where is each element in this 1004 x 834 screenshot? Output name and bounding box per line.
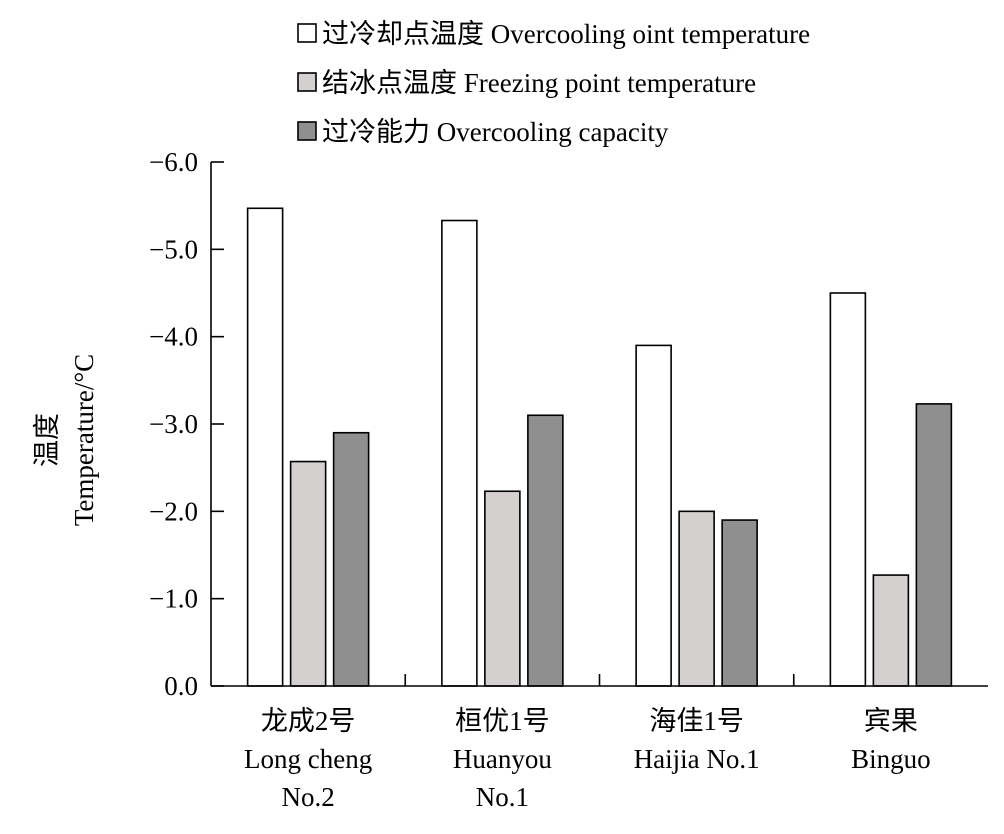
bar: [678, 510, 715, 687]
x-tick-label: Long cheng: [244, 744, 372, 774]
bar: [635, 344, 672, 687]
x-category-label: 宾果 Binguo: [851, 706, 931, 774]
x-tick-label: 海佳1号: [649, 706, 744, 736]
y-tick-label: −5.0: [149, 234, 198, 264]
bar: [915, 403, 953, 687]
x-axis-labels: 龙成2号 Long cheng No.2 桓优1号 Huanyou No.1 海佳1号 Hai…: [244, 706, 931, 812]
legend-swatch: [297, 23, 317, 43]
legend: 过冷却点温度 Overcooling oint temperature 结冰点温度…: [297, 19, 810, 147]
axes: [210, 162, 988, 687]
y-axis-label: Temperature/°C: [69, 354, 99, 526]
x-tick-label: No.2: [282, 782, 335, 812]
bar: [441, 219, 478, 687]
x-tick-label: 桓优1号: [455, 706, 550, 736]
y-tick-label: −4.0: [149, 322, 198, 352]
x-tick-label: Huanyou: [453, 744, 552, 774]
y-axis-ticks: 0.0 −1.0 −2.0 −3.0 −4.0 −5.0 −6.0: [149, 147, 224, 701]
x-tick-label: 龙成2号: [261, 706, 356, 736]
legend-swatch: [297, 121, 317, 141]
bars: [246, 207, 953, 687]
x-tick-label: 宾果: [864, 706, 918, 736]
legend-swatch: [297, 72, 317, 92]
bar: [484, 490, 521, 687]
y-tick-label: −3.0: [149, 409, 198, 439]
y-tick-label: −1.0: [149, 584, 198, 614]
x-category-label: 海佳1号 Haijia No.1: [634, 706, 760, 774]
legend-label: 结冰点温度 Freezing point temperature: [322, 68, 756, 98]
bar: [332, 431, 370, 687]
y-tick-label: −2.0: [149, 496, 198, 526]
bar: [721, 519, 758, 687]
bar: [246, 207, 284, 687]
legend-label: 过冷能力 Overcooling capacity: [322, 117, 669, 147]
bar: [829, 292, 867, 687]
x-tick-label: Haijia No.1: [634, 744, 760, 774]
x-tick-label: No.1: [476, 782, 529, 812]
legend-label: 过冷却点温度 Overcooling oint temperature: [322, 19, 810, 49]
x-category-label: 龙成2号 Long cheng No.2: [244, 706, 372, 812]
x-tick-label: Binguo: [851, 744, 931, 774]
y-tick-label: 0.0: [164, 671, 198, 701]
bar: [527, 414, 564, 687]
x-category-label: 桓优1号 Huanyou No.1: [453, 706, 552, 812]
y-axis-title: 温度 Temperature/°C: [32, 354, 99, 526]
legend-item: 过冷能力 Overcooling capacity: [297, 117, 669, 147]
y-tick-label: −6.0: [149, 147, 198, 177]
bar: [872, 574, 910, 687]
legend-item: 结冰点温度 Freezing point temperature: [297, 68, 756, 98]
y-axis-label-chinese: 温度: [32, 413, 62, 467]
bar: [289, 460, 327, 687]
legend-item: 过冷却点温度 Overcooling oint temperature: [297, 19, 810, 49]
